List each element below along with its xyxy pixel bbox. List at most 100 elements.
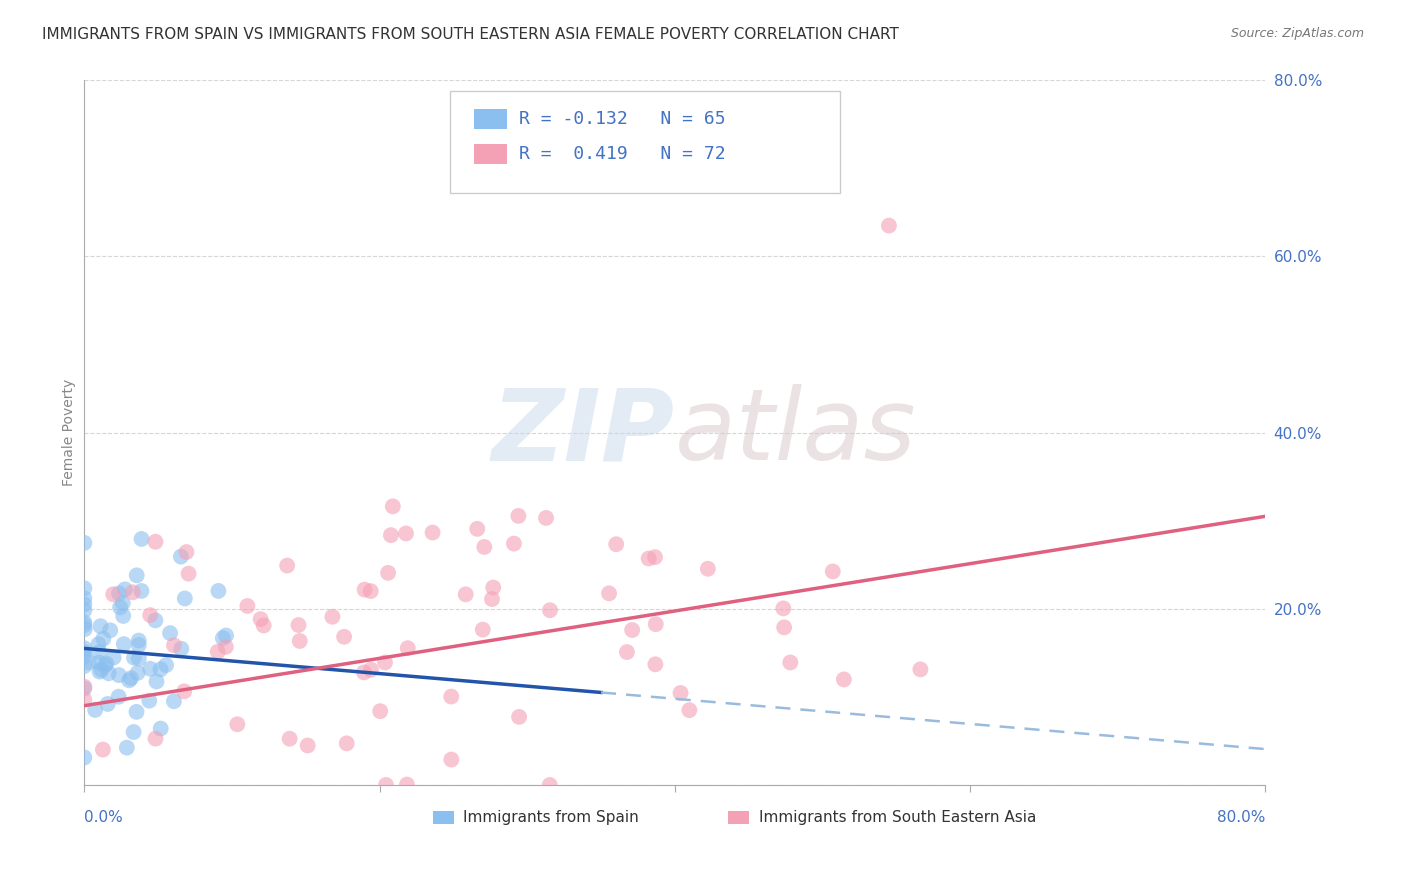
Point xyxy=(440,690,463,704)
Point xyxy=(877,219,900,233)
Point xyxy=(207,583,229,598)
Point xyxy=(91,632,114,646)
Point xyxy=(149,722,172,736)
Point xyxy=(236,599,259,613)
Point xyxy=(176,545,198,559)
Point xyxy=(380,528,402,542)
Point xyxy=(644,550,666,565)
Point xyxy=(333,630,356,644)
Point xyxy=(122,725,145,739)
FancyBboxPatch shape xyxy=(728,811,749,823)
Point xyxy=(120,671,142,685)
Text: Immigrants from Spain: Immigrants from Spain xyxy=(464,810,640,825)
Point xyxy=(149,662,172,676)
Point xyxy=(287,618,309,632)
Point xyxy=(910,662,932,676)
Point xyxy=(381,500,404,514)
Point xyxy=(669,686,692,700)
Point xyxy=(77,655,100,669)
Text: ZIP: ZIP xyxy=(492,384,675,481)
Point xyxy=(73,598,96,612)
Text: atlas: atlas xyxy=(675,384,917,481)
Point xyxy=(336,736,359,750)
Point xyxy=(73,750,96,764)
Point xyxy=(145,674,167,689)
Point xyxy=(353,665,375,680)
Point xyxy=(89,645,111,659)
Point xyxy=(87,637,110,651)
Point xyxy=(773,620,796,634)
Point xyxy=(170,641,193,656)
Point xyxy=(375,778,398,792)
Point xyxy=(128,638,150,652)
Point xyxy=(73,692,96,706)
Point xyxy=(73,536,96,550)
FancyBboxPatch shape xyxy=(450,91,841,193)
Point xyxy=(96,657,118,671)
Point xyxy=(90,619,112,633)
Point xyxy=(377,566,399,580)
Point xyxy=(114,582,136,597)
Point xyxy=(621,623,644,637)
Point xyxy=(131,532,153,546)
Point xyxy=(145,731,167,746)
Point xyxy=(288,634,311,648)
Point xyxy=(821,565,844,579)
Point xyxy=(177,566,200,581)
Point xyxy=(145,613,167,627)
Point xyxy=(508,710,530,724)
Point xyxy=(73,641,96,656)
Point xyxy=(170,549,193,564)
Point xyxy=(605,537,627,551)
Point xyxy=(112,637,135,651)
Point xyxy=(111,596,134,610)
Point xyxy=(396,641,419,656)
Point xyxy=(163,638,186,652)
FancyBboxPatch shape xyxy=(474,109,508,129)
Point xyxy=(465,522,488,536)
Point xyxy=(278,731,301,746)
Point xyxy=(637,551,659,566)
Point xyxy=(103,650,125,665)
Point xyxy=(73,591,96,606)
Point xyxy=(139,662,162,676)
Point xyxy=(73,581,96,595)
Point xyxy=(422,525,444,540)
Point xyxy=(73,645,96,659)
Point xyxy=(772,601,794,615)
Text: IMMIGRANTS FROM SPAIN VS IMMIGRANTS FROM SOUTH EASTERN ASIA FEMALE POVERTY CORRE: IMMIGRANTS FROM SPAIN VS IMMIGRANTS FROM… xyxy=(42,27,898,42)
Point xyxy=(253,618,276,632)
Point xyxy=(832,673,855,687)
Point xyxy=(90,663,112,677)
Point xyxy=(472,540,495,554)
Point xyxy=(103,587,125,601)
Text: Immigrants from South Eastern Asia: Immigrants from South Eastern Asia xyxy=(759,810,1036,825)
Point xyxy=(207,645,229,659)
Point xyxy=(598,586,620,600)
Point xyxy=(215,628,238,642)
Point xyxy=(127,665,149,680)
Point xyxy=(97,666,120,681)
Point xyxy=(471,623,494,637)
FancyBboxPatch shape xyxy=(474,145,508,164)
Point xyxy=(98,624,121,638)
Point xyxy=(94,658,117,673)
Point xyxy=(297,739,319,753)
Text: Source: ZipAtlas.com: Source: ZipAtlas.com xyxy=(1230,27,1364,40)
Point xyxy=(145,534,167,549)
Point xyxy=(226,717,249,731)
Point xyxy=(73,681,96,696)
Point xyxy=(534,511,557,525)
Y-axis label: Female Poverty: Female Poverty xyxy=(62,379,76,486)
Point xyxy=(108,600,131,615)
Point xyxy=(395,526,418,541)
Point xyxy=(249,612,271,626)
Point xyxy=(139,608,162,623)
Point xyxy=(616,645,638,659)
Point xyxy=(107,690,129,704)
Point xyxy=(97,697,120,711)
Point xyxy=(73,659,96,673)
Point xyxy=(122,585,145,599)
Point xyxy=(118,673,141,688)
Point xyxy=(321,609,343,624)
